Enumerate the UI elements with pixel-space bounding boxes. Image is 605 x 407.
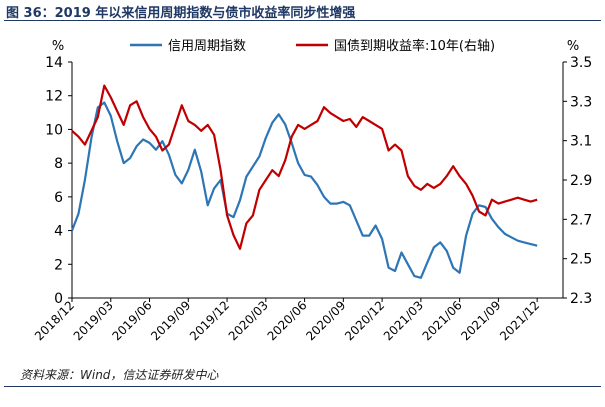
- x-tick-label: 2021/06: [420, 298, 465, 343]
- legend-label-1: 信用周期指数: [168, 39, 246, 54]
- y-right-tick-label: 3.3: [570, 94, 592, 110]
- y-right-tick-label: 2.9: [570, 173, 592, 189]
- y-left-tick-label: 14: [45, 55, 63, 71]
- x-tick-label: 2019/03: [71, 298, 116, 343]
- x-tick-label: 2021/03: [381, 298, 426, 343]
- y-left-tick-label: 8: [54, 156, 63, 172]
- series-line-2: [71, 84, 538, 250]
- x-tick-label: 2020/06: [265, 298, 310, 343]
- y-right-tick-label: 2.5: [570, 252, 592, 268]
- x-tick-label: 2021/12: [497, 298, 542, 343]
- x-tick-label: 2019/09: [148, 298, 193, 343]
- y-right-tick-label: 2.7: [570, 212, 592, 228]
- y-left-tick-label: 12: [45, 89, 63, 105]
- left-unit-label: %: [52, 39, 64, 54]
- x-tick-label: 2019/06: [109, 298, 154, 343]
- legend-label-2: 国债到期收益率:10年(右轴): [334, 38, 495, 54]
- series-line-1: [70, 101, 538, 279]
- x-tick-label: 2019/12: [187, 298, 232, 343]
- y-left-tick-label: 10: [45, 122, 63, 138]
- y-right-tick-label: 2.3: [570, 291, 592, 307]
- bottom-rule: [4, 386, 601, 387]
- figure-title: 图 36：2019 年以来信用周期指数与债市收益率同步性增强: [6, 6, 356, 21]
- x-tick-label: 2020/03: [226, 298, 271, 343]
- chart-axes: [68, 61, 567, 302]
- y-left-tick-label: 0: [54, 291, 63, 307]
- y-left-tick-label: 6: [54, 190, 63, 206]
- y-left-tick-label: 4: [54, 224, 63, 240]
- right-unit-label: %: [567, 39, 579, 54]
- x-tick-label: 2020/09: [303, 298, 348, 343]
- chart-legend: 信用周期指数 国债到期收益率:10年(右轴): [130, 38, 495, 54]
- x-tick-label: 2021/09: [458, 298, 503, 343]
- title-rule: [4, 20, 601, 21]
- y-right-tick-label: 3.1: [570, 134, 592, 150]
- chart-series-lines: [70, 84, 538, 279]
- y-left-tick-label: 2: [54, 257, 63, 273]
- y-right-tick-label: 3.5: [570, 55, 592, 71]
- x-tick-label: 2020/12: [342, 298, 387, 343]
- source-note: 资料来源：Wind，信达证券研发中心: [20, 368, 219, 382]
